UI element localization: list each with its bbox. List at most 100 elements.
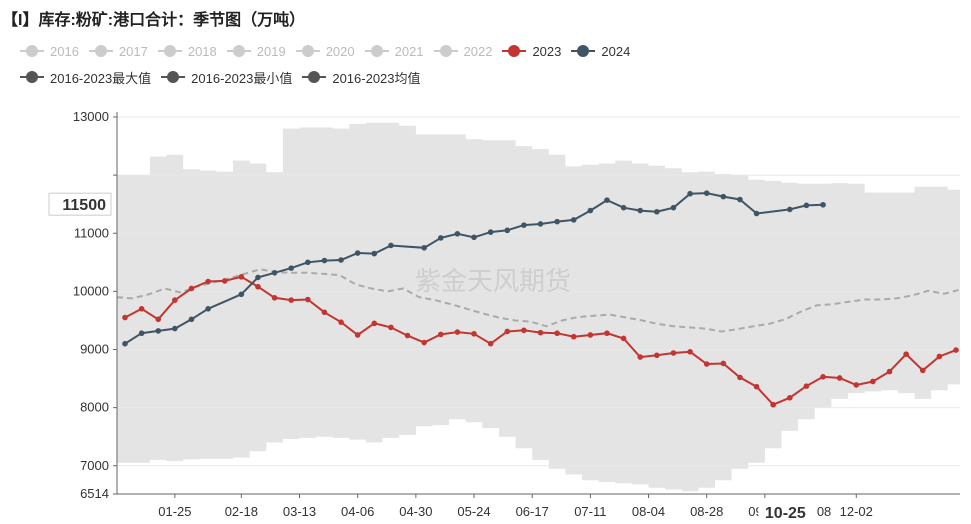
legend-label: 2018 (187, 43, 217, 59)
series-2023-point (521, 327, 527, 334)
legend-label: 2017 (118, 43, 148, 59)
series-2023-point (504, 328, 511, 335)
series-2023-point (537, 329, 544, 336)
series-2023-point (205, 278, 211, 285)
series-2024-point (238, 291, 245, 298)
series-2024-point (803, 202, 810, 209)
series-2024-point (155, 328, 162, 334)
legend-label: 2024 (601, 43, 631, 59)
series-2023-point (604, 330, 610, 337)
series-2023-point (404, 332, 411, 339)
legend-marker-icon (226, 45, 251, 57)
series-2024-point (753, 210, 760, 217)
series-2023-point (787, 394, 793, 401)
series-2023-point (255, 283, 261, 290)
series-2023-point (670, 350, 677, 356)
x-tick-label: 04-30 (399, 504, 432, 519)
series-2024-point (321, 257, 328, 264)
x-tick-label: 02-18 (225, 504, 258, 519)
series-2023-point (753, 383, 760, 390)
series-2023-point (288, 297, 295, 303)
legend-marker-icon (302, 71, 327, 83)
series-2024-line (124, 192, 824, 345)
series-2024-point (637, 207, 644, 214)
legend-item[interactable]: 2018 (157, 38, 217, 64)
series-2023-point (388, 324, 394, 331)
y-tick-label: 9000 (80, 342, 109, 357)
series-2023-point (886, 368, 893, 375)
series-2023-point (853, 382, 860, 388)
legend-marker-icon (157, 45, 182, 57)
series-2023-point (172, 297, 178, 303)
legend-label: 2016 (50, 43, 79, 59)
series-2024-point (687, 190, 693, 197)
legend-marker-icon (571, 45, 596, 57)
series-2024-point (471, 234, 477, 241)
series-2023-point (471, 331, 477, 337)
series-2023-point (803, 383, 810, 389)
legend-item[interactable]: 2020 (295, 38, 355, 64)
series-2023-point (354, 332, 361, 338)
series-2024-point (421, 244, 427, 251)
x-tick-label: 04-06 (341, 504, 374, 519)
series-2024-point (820, 201, 826, 208)
series-2024-point (554, 218, 560, 225)
series-2024-point (338, 257, 344, 263)
legend-label: 2016-2023最小值 (191, 70, 293, 86)
series-2023-point (903, 351, 909, 357)
series-2023-point (122, 314, 128, 321)
legend-item[interactable]: 2016-2023最大值 (20, 64, 151, 90)
x-tick-label: 12-02 (840, 504, 873, 519)
legend: 2016 2017 2018 2019 2020 2021 2022 2023 2024 2016… (20, 38, 970, 90)
legend-marker-icon (502, 45, 527, 57)
max-min-area (117, 122, 960, 492)
legend-item[interactable]: 2024 (571, 38, 630, 64)
x-tick-label: 01-25 (158, 504, 191, 519)
series-2024 (122, 190, 826, 347)
legend-marker-icon (295, 45, 320, 57)
series-2023-point (953, 347, 959, 353)
grid (117, 116, 960, 467)
legend-item[interactable]: 2016-2023均值 (302, 64, 421, 90)
series-2023-point (870, 378, 876, 385)
x-highlight-box (758, 498, 813, 524)
y-tick-label: 7000 (80, 458, 109, 473)
series-2024-point (487, 229, 494, 235)
series-2024-point (188, 316, 195, 323)
series-2023-point (620, 335, 627, 342)
x-highlight-label: 10-25 (765, 505, 806, 522)
legend-item[interactable]: 2023 (502, 38, 561, 64)
x-tick-label: 08-04 (632, 504, 665, 519)
series-2023-point (737, 374, 743, 381)
legend-item[interactable]: 2019 (226, 38, 286, 64)
series-2023-point (637, 354, 644, 360)
legend-item[interactable]: 2017 (88, 38, 148, 64)
series-2023-point (271, 294, 278, 301)
series-2024-point (138, 330, 145, 337)
series-2024-point (720, 193, 727, 200)
series-2024-point (288, 265, 295, 271)
legend-item[interactable]: 2021 (364, 38, 424, 64)
series-2024-point (620, 204, 627, 211)
y-tick-label: 11000 (74, 225, 109, 240)
legend-item[interactable]: 2016-2023最小值 (161, 64, 292, 90)
series-2024-point (587, 207, 594, 214)
legend-marker-icon (20, 45, 44, 57)
series-2023-point (371, 320, 378, 327)
axes: 6514 7000 8000 9000 10000 11000 13000 11500 01-2… (48, 109, 960, 524)
series-2024-point (654, 208, 660, 215)
series-2024-point (703, 190, 710, 196)
y-highlight-label: 11500 (62, 197, 106, 214)
legend-item[interactable]: 2022 (433, 38, 492, 64)
x-tick-label: 07-11 (574, 504, 606, 519)
y-tick-label: 6514 (80, 486, 109, 501)
series-2023-point (321, 309, 328, 316)
series-2023-point (338, 319, 344, 325)
series-2023-point (836, 375, 843, 381)
series-2024-point (271, 269, 278, 276)
series-2023-point (138, 306, 145, 312)
series-2023-point (155, 316, 162, 323)
y-highlight-box (48, 192, 112, 216)
legend-label: 2023 (532, 43, 562, 59)
legend-item[interactable]: 2016 (20, 38, 79, 64)
